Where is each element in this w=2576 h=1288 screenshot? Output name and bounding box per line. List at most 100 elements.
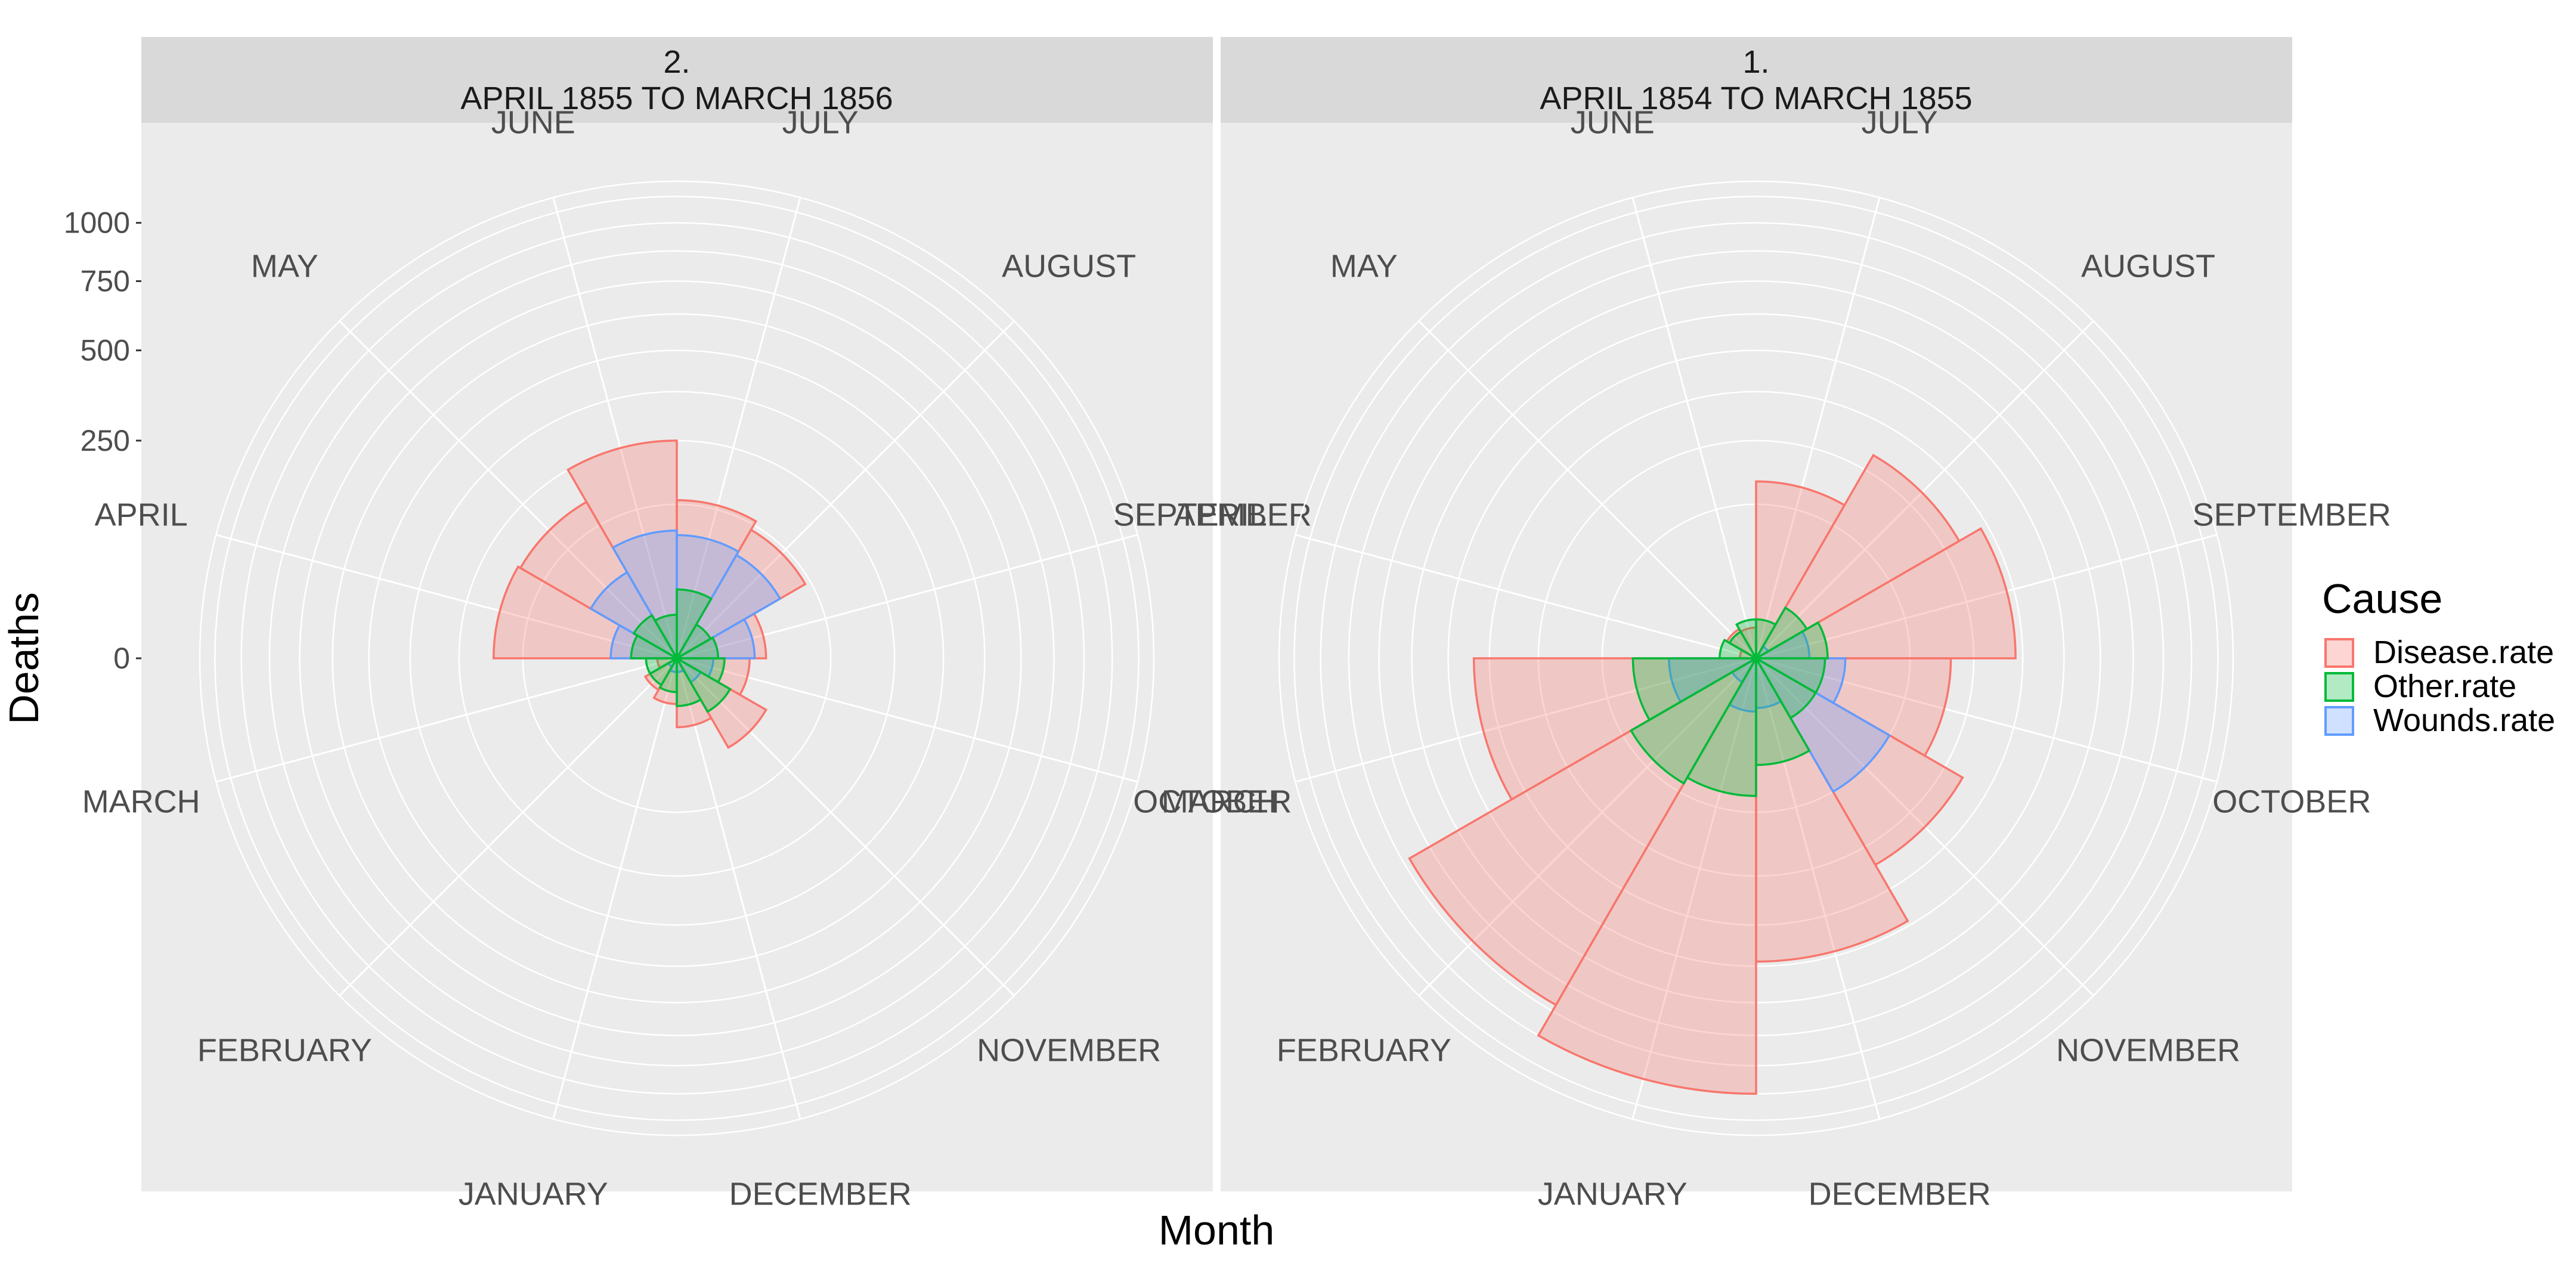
wedge-right-other-rate-june (1735, 618, 1757, 662)
legend-label-other-rate: Other.rate (2373, 668, 2516, 704)
grid-spoke-left (339, 657, 678, 996)
grid-spoke-left (339, 320, 678, 660)
wedge-left-other-rate-may (632, 614, 680, 661)
wedge-left-disease-rate-december (676, 654, 713, 729)
grid-spoke-left (552, 658, 678, 1120)
wedge-left-disease-rate-april (493, 565, 681, 660)
month-label-left-march: MARCH (82, 784, 200, 820)
strip-left (141, 37, 1213, 123)
y-axis-title: Deaths (1, 592, 47, 724)
month-label-right-may: MAY (1330, 248, 1398, 284)
strip-right (1221, 37, 2292, 123)
wedge-right-other-rate-february (1629, 655, 1759, 785)
wedge-left-wounds-rate-august (674, 553, 782, 661)
wedge-right-disease-rate-february (1408, 655, 1759, 1007)
wedge-left-disease-rate-june (566, 439, 678, 662)
legend-key-disease-rate (2324, 638, 2354, 668)
y-tick-label: 750 (80, 265, 130, 298)
month-label-right-october: OCTOBER (2212, 784, 2371, 820)
wedge-left-disease-rate-august (674, 528, 807, 661)
grid-spoke-left (676, 657, 1138, 783)
month-label-left-june: JUNE (491, 105, 575, 141)
wedge-right-other-rate-december (1755, 654, 1811, 766)
grid-spoke-left (676, 657, 1015, 996)
wedge-left-other-rate-june (654, 614, 678, 662)
grid-circle-left (240, 222, 1113, 1095)
grid-spoke-right (1631, 658, 1757, 1120)
y-tick-label: 0 (113, 642, 130, 675)
y-tick-label: 1000 (64, 206, 130, 240)
wedge-right-disease-rate-august (1753, 454, 1961, 661)
wedge-right-wounds-rate-november (1753, 655, 1891, 793)
wedge-left-other-rate-november (674, 655, 732, 713)
grid-spoke-left (676, 197, 801, 659)
grid-spoke-left (676, 658, 801, 1120)
grid-spoke-right (1295, 657, 1757, 783)
wedge-right-disease-rate-july (1755, 480, 1846, 662)
grid-spoke-right (1295, 534, 1757, 660)
wedge-left-wounds-rate-june (611, 530, 678, 662)
grid-spoke-left (215, 534, 677, 660)
month-label-left-october: OCTOBER (1133, 784, 1292, 820)
grid-spoke-right (1755, 197, 1881, 659)
wedge-right-disease-rate-october (1752, 657, 1952, 757)
grid-spoke-right (1631, 197, 1757, 659)
wedge-right-other-rate-march (1631, 657, 1760, 722)
grid-spoke-right (1755, 534, 2218, 660)
month-label-left-april: APRIL (95, 497, 188, 532)
grid-circle-left (268, 250, 1085, 1067)
month-label-left-may: MAY (251, 248, 318, 284)
wedge-left-disease-rate-february (643, 655, 680, 692)
grid-spoke-right (1755, 658, 1881, 1120)
grid-spoke-left (215, 657, 677, 783)
month-label-left-february: FEBRUARY (197, 1033, 372, 1069)
wedge-left-disease-rate-july (676, 499, 758, 662)
month-label-right-january: JANUARY (1538, 1176, 1688, 1212)
wedge-right-disease-rate-january (1537, 654, 1757, 1095)
grid-circle-left (214, 196, 1140, 1121)
grid-circle-left (199, 180, 1155, 1137)
month-label-right-december: DECEMBER (1809, 1176, 1991, 1212)
month-label-left-august: AUGUST (1002, 248, 1136, 284)
grid-circle-left (332, 313, 1022, 1004)
month-label-right-june: JUNE (1571, 105, 1655, 141)
strip-right-line2: APRIL 1854 TO MARCH 1855 (1540, 80, 1972, 116)
month-label-right-february: FEBRUARY (1277, 1033, 1451, 1069)
grid-spoke-right (1418, 320, 1757, 660)
wedge-left-disease-rate-may (519, 500, 680, 661)
grid-circle-left (409, 391, 945, 926)
month-label-right-august: AUGUST (2081, 248, 2215, 284)
grid-circle-right (1278, 180, 2234, 1137)
month-label-left-september: SEPTEMBER (1113, 497, 1312, 532)
panel-left: JULY AUGUST SEPTEMBER OCTOBER NOVEMBER DECEMB… (82, 105, 1312, 1212)
month-label-left-december: DECEMBER (729, 1176, 912, 1212)
wedge-right-other-rate-january (1686, 654, 1757, 797)
month-label-right-november: NOVEMBER (2056, 1033, 2240, 1069)
legend-title: Cause (2322, 575, 2442, 622)
wedge-right-disease-rate-march (1472, 657, 1760, 801)
wedge-right-disease-rate-november (1753, 655, 1964, 866)
legend-label-wounds-rate: Wounds.rate (2373, 702, 2555, 738)
month-label-left-january: JANUARY (459, 1176, 608, 1212)
strip-left-line2: APRIL 1855 TO MARCH 1856 (460, 80, 893, 116)
month-label-right-april: APRIL (1174, 497, 1267, 532)
grid-spoke-right (1755, 320, 2094, 660)
wedge-left-wounds-rate-september (673, 618, 756, 660)
y-tick-label: 250 (80, 424, 130, 457)
x-axis-title: Month (1159, 1207, 1275, 1253)
wedge-right-disease-rate-december (1755, 654, 1909, 963)
month-label-right-september: SEPTEMBER (2193, 497, 2391, 532)
wedge-right-other-rate-september (1752, 621, 1829, 660)
grid-circle-right (1293, 196, 2219, 1121)
y-tick-label: 500 (80, 334, 130, 367)
wedge-left-other-rate-december (676, 654, 702, 707)
strip-left-line1: 2. (663, 44, 690, 80)
grid-spoke-right (1418, 657, 1757, 996)
wedge-left-other-rate-july (676, 588, 713, 662)
grid-spoke-left (676, 320, 1015, 660)
legend-key-other-rate (2324, 672, 2354, 702)
grid-circle-left (368, 349, 986, 967)
wedge-left-disease-rate-november (674, 655, 768, 750)
